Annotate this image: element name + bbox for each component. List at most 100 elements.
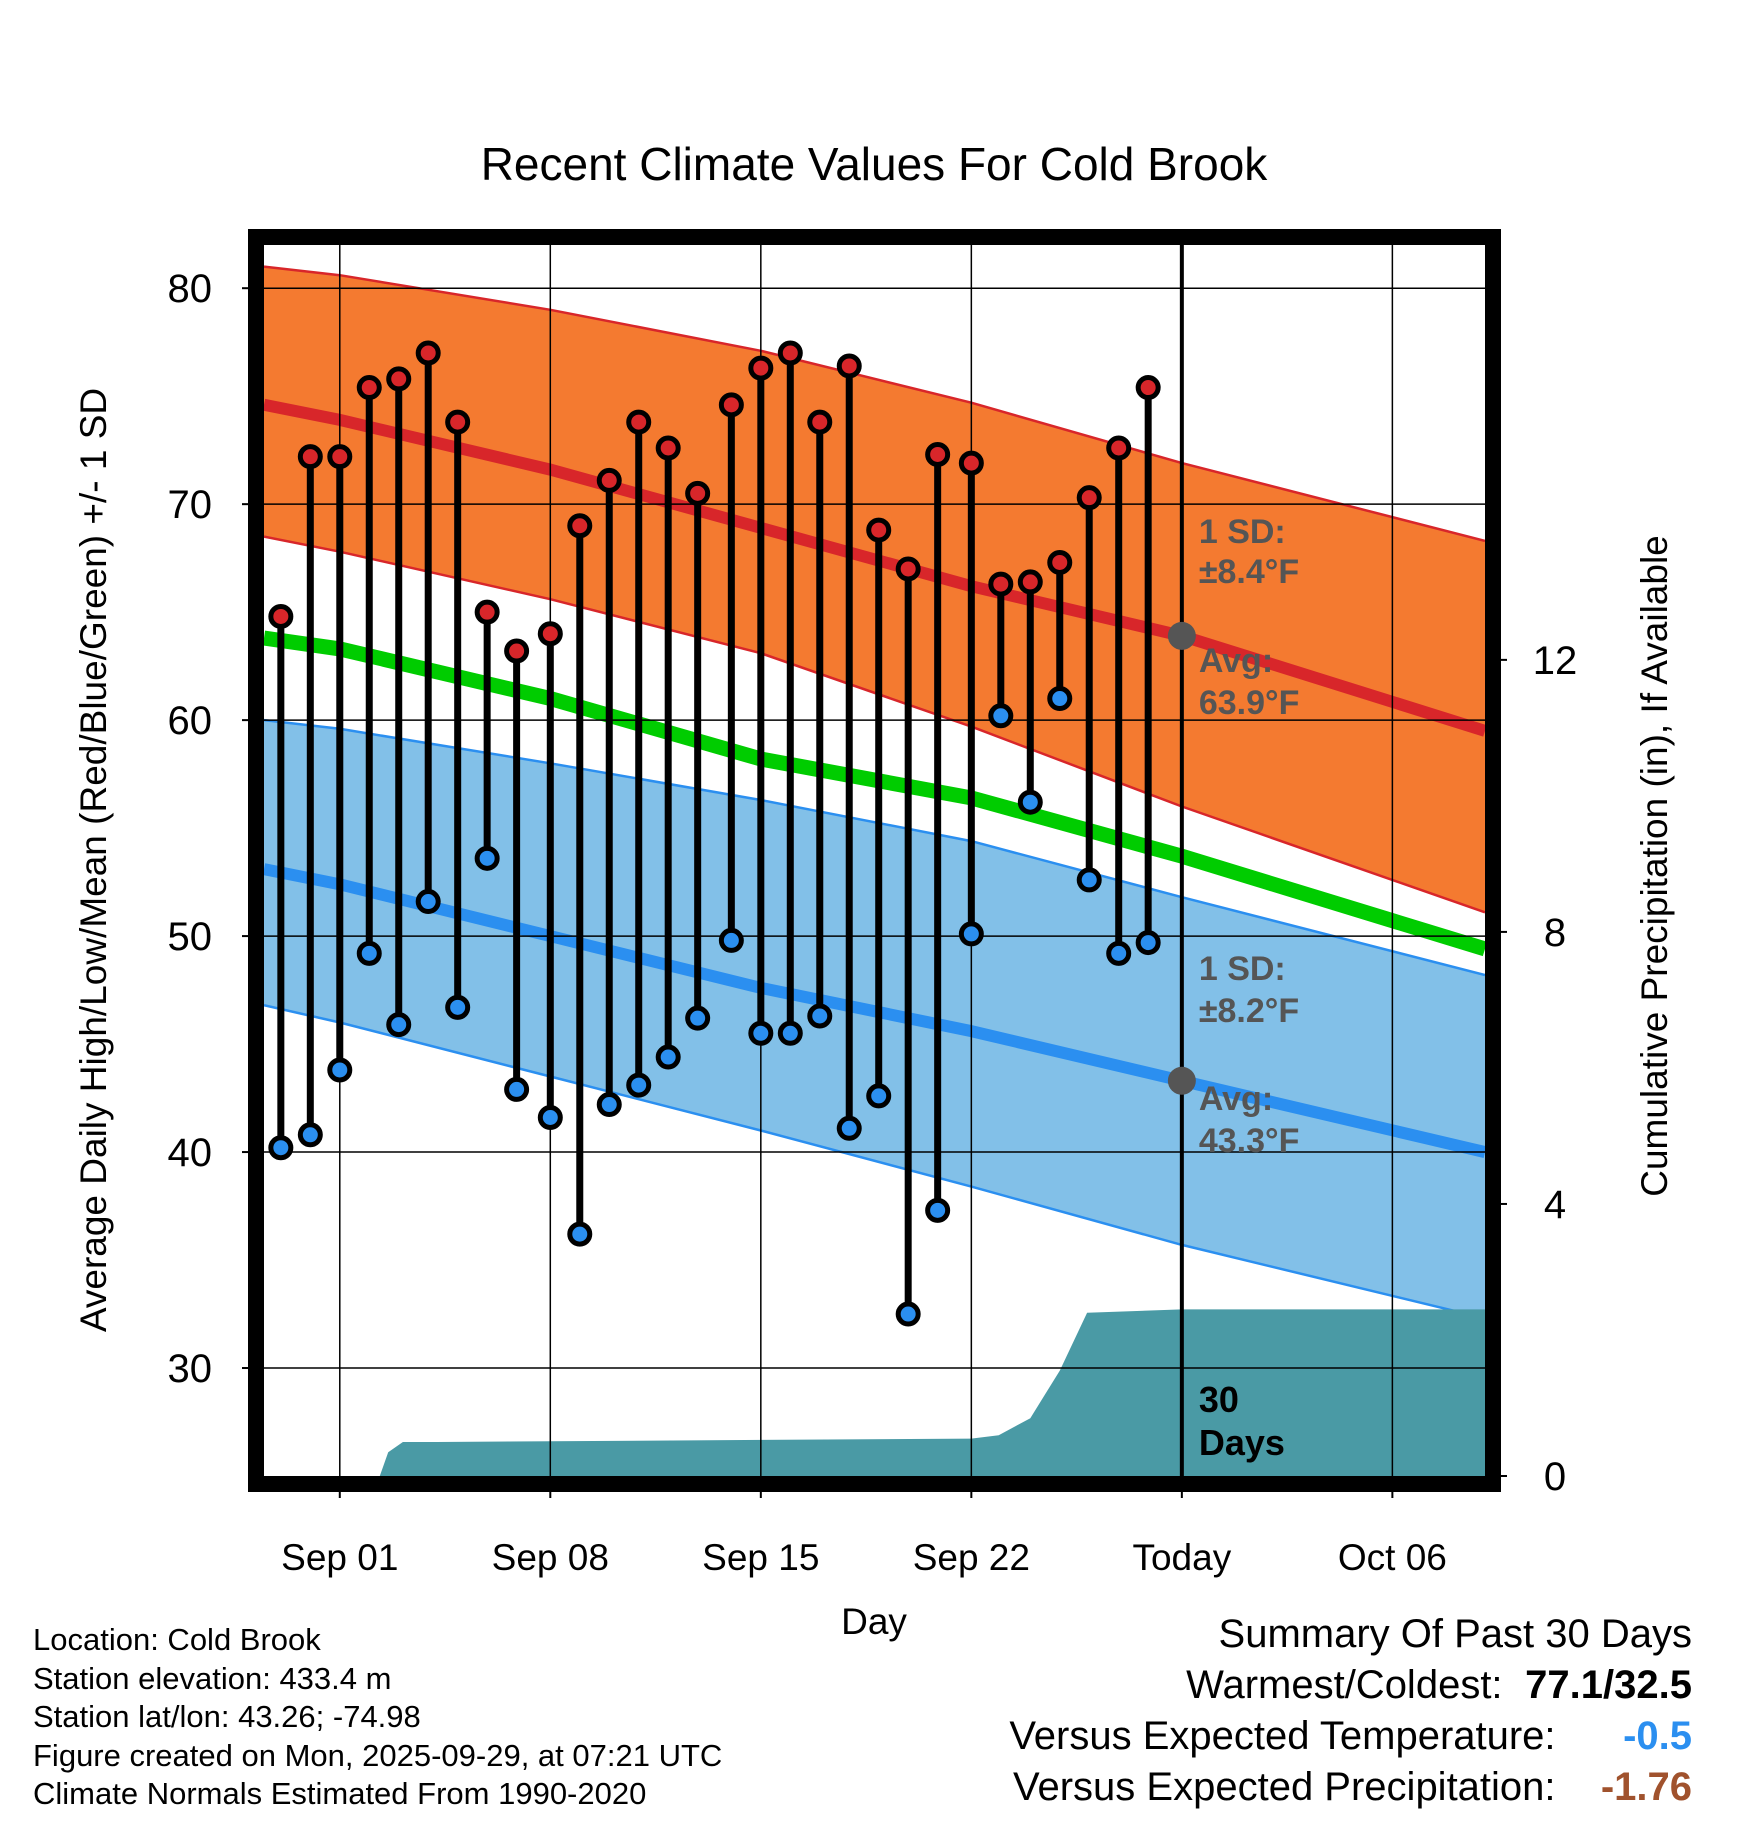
daily-high-point bbox=[445, 409, 471, 435]
elevation-text: Station elevation: 433.4 m bbox=[33, 1660, 392, 1696]
daily-high-point bbox=[268, 603, 294, 629]
daily-high-point bbox=[958, 450, 984, 476]
daily-high-point bbox=[685, 480, 711, 506]
station-info: Location: Cold Brook Station elevation: … bbox=[33, 1621, 722, 1814]
daily-high-point bbox=[866, 517, 892, 543]
x-tick-label: Sep 08 bbox=[492, 1537, 609, 1578]
daily-high-point bbox=[386, 366, 412, 392]
daily-low-point bbox=[836, 1115, 862, 1141]
x-tick-label: Sep 01 bbox=[281, 1537, 398, 1578]
plot-content bbox=[264, 265, 1485, 1476]
x-axis-label: Day bbox=[841, 1601, 907, 1642]
warm-cold-value: 77.1/32.5 bbox=[1525, 1663, 1692, 1707]
summary-title: Summary Of Past 30 Days bbox=[1218, 1612, 1692, 1656]
high-sd-value: ±8.4°F bbox=[1199, 553, 1299, 591]
daily-high-point bbox=[1047, 549, 1073, 575]
precip-departure-value: -1.76 bbox=[1600, 1765, 1692, 1809]
precip-departure-label: Versus Expected Precipitation: bbox=[1013, 1765, 1556, 1809]
high-avg-label: Avg: bbox=[1199, 642, 1273, 680]
daily-high-point bbox=[626, 409, 652, 435]
latlon-text: Station lat/lon: 43.26; -74.98 bbox=[33, 1699, 421, 1734]
daily-high-point bbox=[356, 375, 382, 401]
y2-tick-label: 0 bbox=[1544, 1455, 1566, 1499]
daily-high-point bbox=[748, 355, 774, 381]
daily-high-point bbox=[537, 621, 563, 647]
high-sd-band bbox=[264, 266, 1485, 913]
daily-low-point bbox=[1017, 789, 1043, 815]
precip-area bbox=[264, 1309, 1485, 1476]
chart-title: Recent Climate Values For Cold Brook bbox=[481, 138, 1269, 190]
daily-high-point bbox=[1017, 569, 1043, 595]
created-text: Figure created on Mon, 2025-09-29, at 07… bbox=[33, 1737, 723, 1773]
warm-cold-label: Warmest/Coldest: bbox=[1186, 1663, 1503, 1707]
daily-low-point bbox=[718, 927, 744, 953]
y-axis-label: Average Daily High/Low/Mean (Red/Blue/Gr… bbox=[73, 388, 114, 1332]
daily-high-point bbox=[655, 435, 681, 461]
y-tick-label: 50 bbox=[168, 915, 213, 959]
daily-high-point bbox=[777, 340, 803, 366]
daily-low-point bbox=[655, 1044, 681, 1070]
y-tick-label: 40 bbox=[168, 1131, 213, 1175]
daily-low-point bbox=[1106, 940, 1132, 966]
daily-low-point bbox=[895, 1301, 921, 1327]
daily-low-point bbox=[445, 994, 471, 1020]
daily-low-point bbox=[925, 1197, 951, 1223]
temp-departure-label: Versus Expected Temperature: bbox=[1009, 1714, 1556, 1758]
low-sd-value: ±8.2°F bbox=[1199, 992, 1299, 1030]
daily-low-point bbox=[504, 1076, 530, 1102]
today-low-normal-marker bbox=[1167, 1066, 1196, 1095]
daily-low-point bbox=[777, 1020, 803, 1046]
plot-area: 30 40 50 60 70 80 0 4 8 12 Sep 01 Sep 08 Sep 15 Sep 2… bbox=[168, 229, 1578, 1578]
y2-tick-label: 4 bbox=[1544, 1183, 1566, 1227]
y2-tick-label: 8 bbox=[1544, 911, 1566, 955]
daily-high-point bbox=[567, 513, 593, 539]
daily-high-point bbox=[718, 392, 744, 418]
y2-tick-label: 12 bbox=[1533, 639, 1578, 683]
daily-high-point bbox=[504, 638, 530, 664]
daily-low-point bbox=[567, 1221, 593, 1247]
daily-low-point bbox=[1135, 930, 1161, 956]
daily-high-point bbox=[1135, 375, 1161, 401]
location-text: Location: Cold Brook bbox=[33, 1622, 321, 1657]
high-avg-value: 63.9°F bbox=[1199, 684, 1300, 722]
daily-high-point bbox=[807, 409, 833, 435]
high-sd-label: 1 SD: bbox=[1199, 513, 1286, 551]
daily-low-point bbox=[866, 1083, 892, 1109]
daily-low-point bbox=[988, 703, 1014, 729]
daily-low-point bbox=[626, 1072, 652, 1098]
daily-high-point bbox=[596, 467, 622, 493]
daily-low-point bbox=[807, 1003, 833, 1029]
daily-low-point bbox=[386, 1012, 412, 1038]
daily-low-point bbox=[596, 1092, 622, 1118]
daily-high-point bbox=[327, 444, 353, 470]
days-count-label: 30 bbox=[1199, 1379, 1239, 1420]
daily-high-point bbox=[895, 556, 921, 582]
daily-high-point bbox=[1076, 485, 1102, 511]
daily-low-point bbox=[327, 1057, 353, 1083]
temp-departure-value: -0.5 bbox=[1623, 1714, 1692, 1758]
x-tick-label: Sep 22 bbox=[913, 1537, 1030, 1578]
normals-text: Climate Normals Estimated From 1990-2020 bbox=[33, 1776, 647, 1811]
daily-low-point bbox=[268, 1135, 294, 1161]
daily-high-point bbox=[297, 444, 323, 470]
daily-low-point bbox=[297, 1122, 323, 1148]
days-word-label: Days bbox=[1199, 1422, 1285, 1463]
x-tick-label: Today bbox=[1132, 1537, 1231, 1578]
y-tick-label: 60 bbox=[168, 699, 213, 743]
daily-low-point bbox=[1076, 867, 1102, 893]
daily-low-point bbox=[748, 1020, 774, 1046]
daily-low-point bbox=[415, 889, 441, 915]
y-tick-label: 70 bbox=[168, 483, 213, 527]
daily-low-point bbox=[537, 1104, 563, 1130]
daily-low-point bbox=[958, 921, 984, 947]
y2-axis-label: Cumulative Precipitation (in), If Availa… bbox=[1634, 535, 1675, 1197]
daily-high-point bbox=[836, 353, 862, 379]
daily-low-point bbox=[474, 845, 500, 871]
daily-high-point bbox=[1106, 435, 1132, 461]
daily-high-point bbox=[925, 441, 951, 467]
x-tick-label: Sep 15 bbox=[702, 1537, 819, 1578]
plot-frame bbox=[248, 229, 1501, 1492]
x-tick-label: Oct 06 bbox=[1338, 1537, 1447, 1578]
today-high-normal-marker bbox=[1167, 621, 1196, 650]
